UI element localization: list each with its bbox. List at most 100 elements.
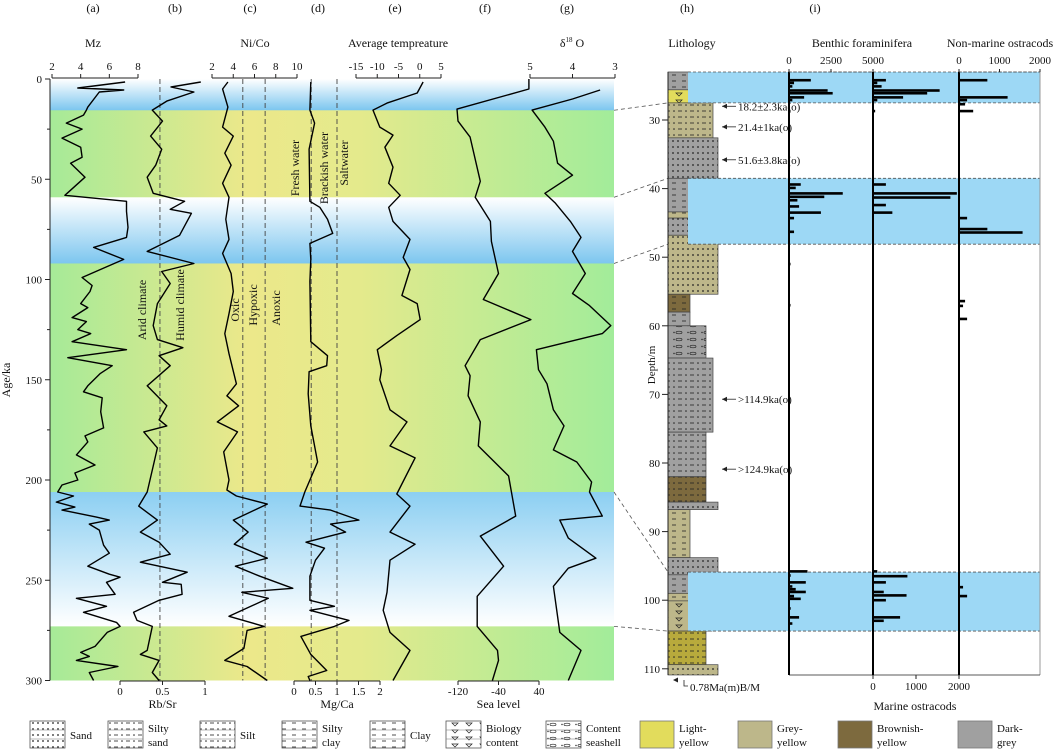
panel-letter: (h) [680,1,694,15]
bar-benthic [789,616,800,619]
lithology-pattern [668,137,718,179]
tick-label: 0 [870,681,876,693]
legend-label: Silty sand [148,723,169,749]
marine-depth-band [688,572,1040,632]
arrow-head-icon [673,677,678,683]
legend-swatch [837,720,873,749]
series-title: Marine ostracods [874,699,957,713]
bar-nonmarine [959,594,968,598]
tick-label: 5 [438,61,444,73]
tick-label: 3 [612,61,618,73]
depth-tick-label: 30 [649,115,661,127]
dating-label: 18.2±2.3ka(o) [738,101,801,113]
legend-label: Light-yellow [679,723,709,749]
lithology-pattern [668,509,690,558]
curve-mgca [299,81,360,681]
legend-pattern [282,721,317,748]
tick-label: 2000 [948,681,971,693]
legend-label: Silt [240,730,255,742]
arrow-head-icon [722,124,727,130]
arrow-head-icon [722,396,727,402]
tick-label: 2 [49,61,55,73]
lithology-pattern [668,312,690,326]
panel-sea: (f) -120 -40 40 Sea level [448,1,545,711]
panel-letter: (f) [479,1,491,15]
legend-item: Silty sand [107,720,169,749]
panel-letter: (c) [243,1,256,15]
bar-marine [873,81,878,85]
correlation-line [613,491,669,573]
bar-marine [873,183,886,186]
tick-label: 1.5 [352,686,366,698]
curve-temp [372,81,424,681]
bar-nonmarine [959,227,988,231]
tick-label: 4 [78,61,84,73]
zone-label: Brackish water [317,132,331,204]
bar-benthic [789,195,825,199]
legend-item: Biology content [445,720,522,749]
bar-benthic [789,96,805,99]
lithology-pattern [668,557,718,575]
panel-mgca: (d) Fresh water Brackish water Saltwater 0 0.… [288,1,383,711]
bar-marine [873,203,886,207]
depth-tick-label: 60 [649,321,661,333]
legend-label: Brownish-yellow [877,723,924,749]
curve-mz [55,81,129,681]
bar-marine [873,91,928,95]
bar-benthic [789,594,795,598]
panel-temp: (e) -15 -10 -5 0 5 Average tempreature [348,1,448,681]
bar-benthic [789,91,833,95]
bar-benthic [789,216,795,220]
depth-tick-label: 110 [644,664,661,676]
bar-marine [873,85,882,88]
tick-label: 1 [202,686,208,698]
bar-benthic [789,89,828,92]
legend-pattern [370,721,405,748]
bottom-age-label: 0.78Ma(m)B/M [690,682,760,694]
bar-benthic [789,585,793,588]
series-marine: 0 1000 2000 Marine ostracods [870,71,971,713]
legend-label: Dark-grey [997,723,1023,749]
bar-benthic [789,597,801,601]
bar-marine [873,574,908,578]
curve-nico [216,81,294,682]
tick-label: 0.5 [309,686,323,698]
age-tick-label: 100 [26,275,43,287]
bar-benthic [789,186,796,190]
tick-label: 40 [534,686,546,698]
bottom-marker [683,680,688,687]
bar-nonmarine [959,585,964,589]
correlation-line [613,102,669,111]
lithology-pattern [668,502,718,510]
series-title: Non-marine ostracods [947,36,1054,50]
legend-label: Biology content [486,723,522,749]
bar-marine [873,211,893,214]
tick-label: 1000 [989,55,1012,67]
tick-label: -120 [448,686,469,698]
lithology-pattern [668,71,690,90]
lithology-pattern [668,211,690,219]
axis-title: Rb/Sr [148,697,176,711]
tick-label: 5 [527,61,533,73]
bar-benthic [789,205,800,208]
fossil-panel: (i) 0 2500 5000 Benthic foraminifera 0 1000 200… [688,1,1053,713]
arrow-head-icon [722,103,727,109]
lithology-pattern [668,631,706,665]
panel-letter: (d) [311,1,325,15]
legend-swatch [957,720,993,749]
tick-label: 6 [107,61,113,73]
bar-marine [873,196,951,199]
bar-marine [873,590,884,594]
axis-title: Mg/Ca [320,697,354,711]
bar-marine [873,109,876,113]
lithology-pattern [668,664,718,675]
legend-item: Silt [199,720,255,749]
tick-label: 0 [417,61,423,73]
lithology-pattern [668,358,713,433]
tick-label: 0.5 [156,686,170,698]
bar-benthic [789,98,793,102]
dating-label: >114.9ka(o) [738,394,792,406]
tick-label: 1000 [905,681,928,693]
tick-label: 2000 [1029,55,1052,67]
